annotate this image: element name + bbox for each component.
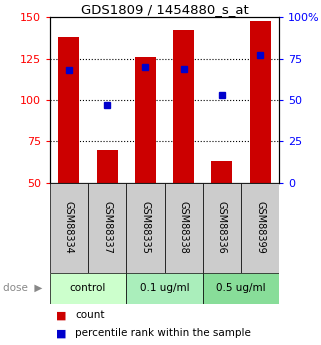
Bar xyxy=(58,37,79,183)
Bar xyxy=(203,273,279,304)
Text: 0.5 ug/ml: 0.5 ug/ml xyxy=(216,283,266,293)
Bar xyxy=(211,161,232,183)
Text: GSM88335: GSM88335 xyxy=(140,201,150,254)
Bar xyxy=(97,150,118,183)
Bar xyxy=(164,183,203,273)
Text: 0.1 ug/ml: 0.1 ug/ml xyxy=(140,283,189,293)
Text: GSM88399: GSM88399 xyxy=(255,201,265,254)
Text: ■: ■ xyxy=(56,328,67,338)
Bar xyxy=(173,30,194,183)
Text: GSM88338: GSM88338 xyxy=(179,201,189,254)
Bar xyxy=(250,21,271,183)
Bar xyxy=(135,57,156,183)
Text: dose  ▶: dose ▶ xyxy=(3,283,43,293)
Bar xyxy=(126,183,164,273)
Text: percentile rank within the sample: percentile rank within the sample xyxy=(75,328,251,338)
Bar xyxy=(126,273,203,304)
Text: ■: ■ xyxy=(56,310,67,320)
Text: GSM88336: GSM88336 xyxy=(217,201,227,254)
Text: GSM88334: GSM88334 xyxy=(64,201,74,254)
Bar xyxy=(50,273,126,304)
Bar xyxy=(88,183,126,273)
Text: control: control xyxy=(70,283,106,293)
Text: count: count xyxy=(75,310,105,320)
Text: GSM88337: GSM88337 xyxy=(102,201,112,254)
Bar xyxy=(50,183,88,273)
Title: GDS1809 / 1454880_s_at: GDS1809 / 1454880_s_at xyxy=(81,3,248,16)
Bar xyxy=(203,183,241,273)
Bar xyxy=(241,183,279,273)
